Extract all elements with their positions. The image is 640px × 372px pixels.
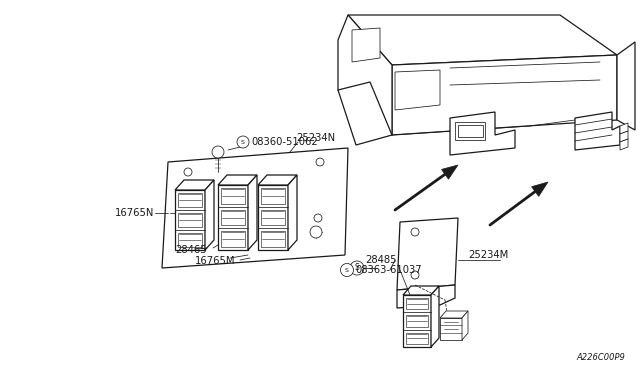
Polygon shape <box>442 165 458 179</box>
Text: A226C00P9: A226C00P9 <box>576 353 625 362</box>
Bar <box>458 125 483 137</box>
Text: 28465: 28465 <box>175 245 207 255</box>
Polygon shape <box>620 131 628 142</box>
Polygon shape <box>258 185 288 250</box>
Polygon shape <box>620 139 628 150</box>
Polygon shape <box>348 15 617 65</box>
Polygon shape <box>462 311 468 340</box>
Polygon shape <box>450 112 515 155</box>
Polygon shape <box>617 42 635 130</box>
Text: 25234N: 25234N <box>296 133 335 143</box>
Bar <box>406 298 428 310</box>
Polygon shape <box>403 286 439 295</box>
Circle shape <box>411 228 419 236</box>
Bar <box>406 333 428 344</box>
Polygon shape <box>431 286 439 347</box>
Polygon shape <box>397 285 455 308</box>
Circle shape <box>316 158 324 166</box>
Bar <box>455 122 485 140</box>
Bar <box>261 188 285 203</box>
Polygon shape <box>395 70 440 110</box>
Bar <box>178 193 202 207</box>
Circle shape <box>310 226 322 238</box>
Circle shape <box>411 271 419 279</box>
Bar <box>178 213 202 227</box>
Text: S: S <box>355 263 360 273</box>
Polygon shape <box>288 175 297 250</box>
Bar <box>261 231 285 247</box>
Polygon shape <box>258 175 297 185</box>
Polygon shape <box>338 82 392 145</box>
Polygon shape <box>397 218 458 290</box>
Text: 08360-51062: 08360-51062 <box>251 137 317 147</box>
Polygon shape <box>248 175 257 250</box>
Bar <box>221 231 245 247</box>
Circle shape <box>237 136 249 148</box>
Polygon shape <box>620 123 628 134</box>
Bar <box>178 233 202 247</box>
Text: 16765N: 16765N <box>115 208 154 218</box>
Bar <box>221 210 245 225</box>
Circle shape <box>340 263 353 276</box>
Polygon shape <box>218 185 248 250</box>
Bar <box>221 188 245 203</box>
Polygon shape <box>575 112 620 150</box>
Text: 16765M: 16765M <box>195 256 236 266</box>
Text: 08363-61037: 08363-61037 <box>355 265 422 275</box>
Polygon shape <box>175 180 214 190</box>
Polygon shape <box>338 15 392 135</box>
Circle shape <box>350 261 364 275</box>
Polygon shape <box>205 180 214 250</box>
Circle shape <box>212 146 224 158</box>
Polygon shape <box>175 190 205 250</box>
Bar <box>261 210 285 225</box>
Polygon shape <box>218 175 257 185</box>
Polygon shape <box>392 55 617 135</box>
Text: S: S <box>345 267 349 273</box>
Circle shape <box>184 168 192 176</box>
Bar <box>406 315 428 327</box>
Polygon shape <box>440 311 468 318</box>
Polygon shape <box>162 148 348 268</box>
Polygon shape <box>352 28 380 62</box>
Text: 28485: 28485 <box>365 255 397 265</box>
Polygon shape <box>440 318 462 340</box>
Polygon shape <box>403 295 431 347</box>
Text: 25234M: 25234M <box>468 250 508 260</box>
Text: S: S <box>241 140 245 144</box>
Polygon shape <box>532 182 548 196</box>
Circle shape <box>314 214 322 222</box>
